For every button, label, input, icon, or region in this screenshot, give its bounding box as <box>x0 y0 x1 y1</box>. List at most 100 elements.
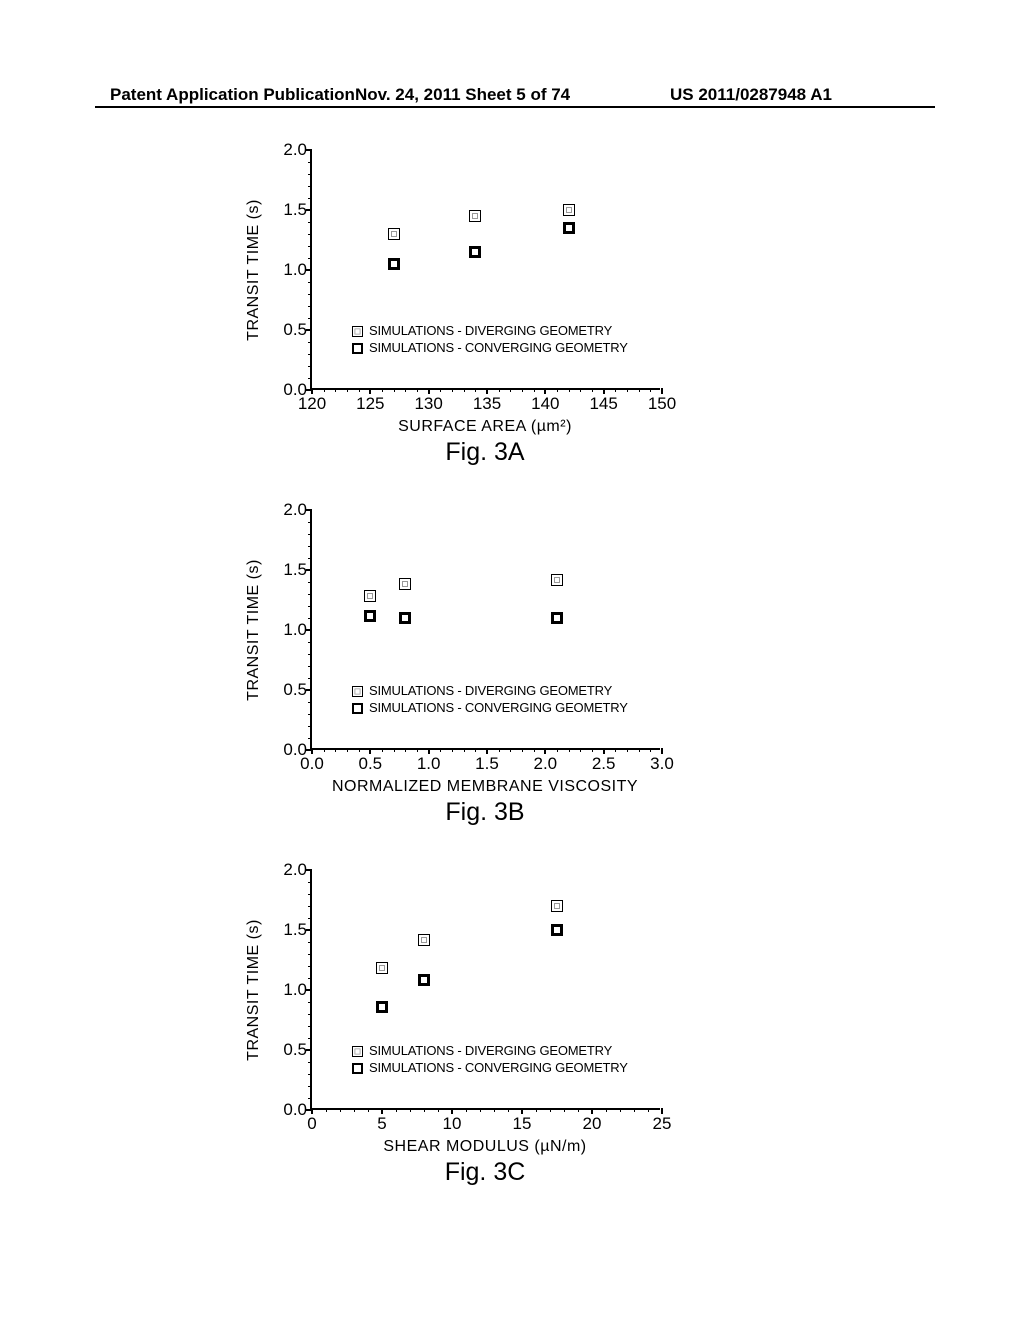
xtick-minor <box>396 1108 397 1112</box>
marker-diverging <box>364 590 376 602</box>
ytick-minor <box>308 222 312 223</box>
xtick-label: 5 <box>377 1114 386 1134</box>
plot-area-3b: 0.00.51.01.52.00.00.51.01.52.02.53.0SIMU… <box>310 510 660 750</box>
ytick-minor <box>308 618 312 619</box>
marker-diverging <box>563 204 575 216</box>
ylabel-3c: TRANSIT TIME (s) <box>245 919 263 1061</box>
legend-row-converging: SIMULATIONS - CONVERGING GEOMETRY <box>352 700 652 717</box>
xtick-minor <box>648 1108 649 1112</box>
xtick-minor <box>354 1108 355 1112</box>
legend-row-diverging: SIMULATIONS - DIVERGING GEOMETRY <box>352 1043 652 1060</box>
xtick-minor <box>627 388 628 392</box>
marker-converging <box>418 974 430 986</box>
legend-label-diverging: SIMULATIONS - DIVERGING GEOMETRY <box>369 1043 612 1060</box>
legend-row-diverging: SIMULATIONS - DIVERGING GEOMETRY <box>352 323 652 340</box>
xtick-minor <box>627 748 628 752</box>
xtick-minor <box>620 1108 621 1112</box>
ytick-minor <box>308 1002 312 1003</box>
xlabel-3b: NORMALIZED MEMBRANE VISCOSITY <box>310 778 660 796</box>
ytick-minor <box>308 558 312 559</box>
xtick-label: 150 <box>648 394 676 414</box>
xtick-minor <box>359 388 360 392</box>
ytick-label: 1.0 <box>272 620 307 640</box>
ytick-minor <box>308 534 312 535</box>
xtick-minor <box>639 388 640 392</box>
marker-diverging <box>388 228 400 240</box>
xtick-label: 2.0 <box>534 754 558 774</box>
xtick-minor <box>650 388 651 392</box>
xtick-minor <box>480 1108 481 1112</box>
xtick-minor <box>536 1108 537 1112</box>
legend-marker-diverging-icon <box>352 686 363 697</box>
chart-3a: TRANSIT TIME (s) 0.00.51.01.52.012012513… <box>215 140 695 450</box>
ytick-minor <box>308 966 312 967</box>
marker-converging <box>551 612 563 624</box>
xtick-minor <box>324 388 325 392</box>
ytick-minor <box>308 258 312 259</box>
marker-converging <box>563 222 575 234</box>
xtick-label: 25 <box>653 1114 672 1134</box>
marker-converging <box>551 924 563 936</box>
xtick-minor <box>368 1108 369 1112</box>
xtick-minor <box>466 1108 467 1112</box>
xtick-minor <box>508 1108 509 1112</box>
xtick-minor <box>569 388 570 392</box>
xtick-minor <box>335 388 336 392</box>
xtick-minor <box>438 1108 439 1112</box>
chart-3c: TRANSIT TIME (s) 0.00.51.01.52.005101520… <box>215 860 695 1170</box>
xtick-minor <box>499 388 500 392</box>
caption-3c: Fig. 3C <box>310 1158 660 1187</box>
ytick-minor <box>308 978 312 979</box>
header-publication-number: US 2011/0287948 A1 <box>670 85 832 105</box>
ytick-minor <box>308 918 312 919</box>
ytick-label: 1.5 <box>272 200 307 220</box>
ytick-minor <box>308 882 312 883</box>
caption-3b: Fig. 3B <box>310 798 660 827</box>
xtick-minor <box>534 388 535 392</box>
xtick-minor <box>580 748 581 752</box>
ytick-label: 0.5 <box>272 320 307 340</box>
xtick-minor <box>452 748 453 752</box>
xtick-minor <box>494 1108 495 1112</box>
marker-converging <box>399 612 411 624</box>
ytick-minor <box>308 186 312 187</box>
xlabel-3a: SURFACE AREA (µm²) <box>310 418 660 436</box>
marker-converging <box>388 258 400 270</box>
xtick-label: 145 <box>589 394 617 414</box>
header-publication: Patent Application Publication <box>110 85 355 105</box>
xtick-minor <box>410 1108 411 1112</box>
ytick-label: 2.0 <box>272 140 307 160</box>
ytick-minor <box>308 1026 312 1027</box>
ytick-minor <box>308 198 312 199</box>
ytick-minor <box>308 666 312 667</box>
ytick-minor <box>308 546 312 547</box>
plot-area-3c: 0.00.51.01.52.00510152025SIMULATIONS - D… <box>310 870 660 1110</box>
figure-3a: TRANSIT TIME (s) 0.00.51.01.52.012012513… <box>215 140 695 450</box>
ytick-minor <box>308 642 312 643</box>
xtick-label: 10 <box>443 1114 462 1134</box>
xtick-label: 120 <box>298 394 326 414</box>
xtick-minor <box>347 388 348 392</box>
ytick-label: 1.0 <box>272 980 307 1000</box>
chart-3b: TRANSIT TIME (s) 0.00.51.01.52.00.00.51.… <box>215 500 695 810</box>
xtick-minor <box>440 388 441 392</box>
legend-row-diverging: SIMULATIONS - DIVERGING GEOMETRY <box>352 683 652 700</box>
caption-3a: Fig. 3A <box>310 438 660 467</box>
legend-row-converging: SIMULATIONS - CONVERGING GEOMETRY <box>352 340 652 357</box>
xtick-minor <box>639 748 640 752</box>
xtick-minor <box>359 748 360 752</box>
xtick-minor <box>324 748 325 752</box>
xtick-minor <box>405 388 406 392</box>
ytick-label: 1.5 <box>272 560 307 580</box>
ytick-minor <box>308 294 312 295</box>
xtick-minor <box>578 1108 579 1112</box>
marker-diverging <box>418 934 430 946</box>
xtick-label: 15 <box>513 1114 532 1134</box>
ytick-minor <box>308 906 312 907</box>
legend-marker-diverging-icon <box>352 326 363 337</box>
marker-converging <box>376 1001 388 1013</box>
ytick-label: 2.0 <box>272 500 307 520</box>
legend-label-diverging: SIMULATIONS - DIVERGING GEOMETRY <box>369 323 612 340</box>
legend-marker-converging-icon <box>352 1063 363 1074</box>
xtick-minor <box>382 748 383 752</box>
